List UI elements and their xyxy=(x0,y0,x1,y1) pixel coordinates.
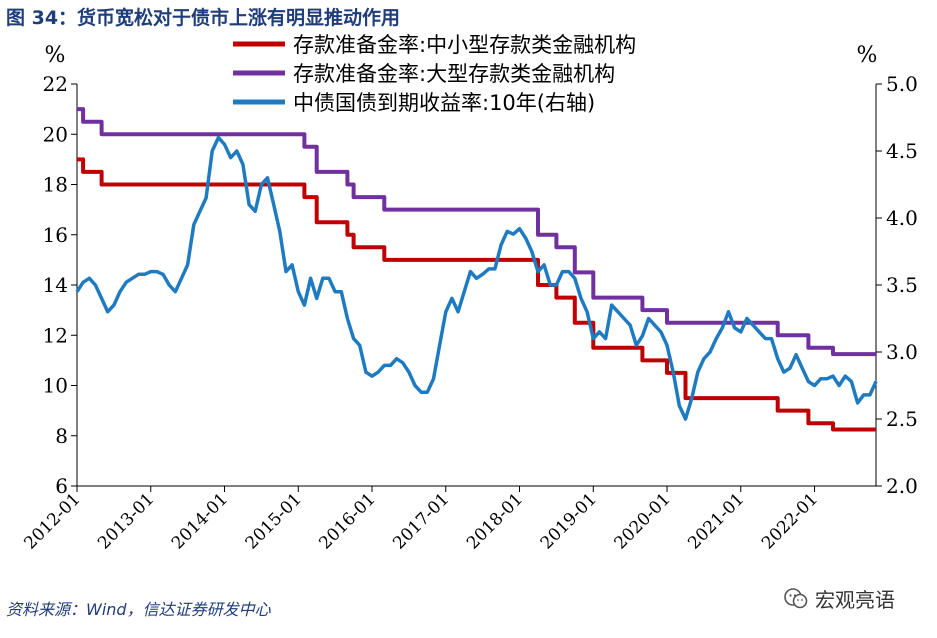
source-note: 资料来源：Wind，信达证券研发中心 xyxy=(6,600,271,619)
y-left-tick-label: 20 xyxy=(43,122,68,146)
legend-label-3: 中债国债到期收益率:10年(右轴) xyxy=(293,91,595,115)
x-tick-label: 2016-01 xyxy=(315,489,379,553)
x-tick-label: 2015-01 xyxy=(242,489,306,553)
x-tick-label: 2012-01 xyxy=(20,489,84,553)
chart-axes: 6 8 10 12 14 16 18 20 22 2.0 2.5 3.0 3.5 4.0 4.5 5.0% % 2… xyxy=(20,43,917,553)
y-right-tick-label: 3.0 xyxy=(886,340,918,364)
y-left-tick-label: 10 xyxy=(43,374,68,398)
x-tick-label: 2013-01 xyxy=(94,489,158,553)
series-layer xyxy=(75,107,878,432)
watermark: 宏观亮语 xyxy=(783,584,895,613)
y-right-tick-label: 4.0 xyxy=(886,206,918,230)
y-left-tick-label: 22 xyxy=(43,72,68,96)
y-left-tick-label: 12 xyxy=(43,323,68,347)
watermark-text: 宏观亮语 xyxy=(815,588,895,612)
y-left-tick-label: 8 xyxy=(55,424,68,448)
x-tick-label: 2020-01 xyxy=(610,489,674,553)
x-tick-label: 2017-01 xyxy=(389,489,453,553)
y-right-unit: % xyxy=(857,43,878,68)
y-left-tick-label: 18 xyxy=(43,173,68,197)
x-tick-label: 2021-01 xyxy=(684,489,748,553)
y-right-tick-label: 4.5 xyxy=(886,139,918,163)
y-right-tick-label: 2.5 xyxy=(886,407,918,431)
y-left-unit: % xyxy=(45,43,66,68)
x-tick-label: 2022-01 xyxy=(758,489,822,553)
y-left-tick-label: 6 xyxy=(55,474,68,498)
y-right-tick-label: 2.0 xyxy=(886,474,918,498)
x-tick-label: 2018-01 xyxy=(463,489,527,553)
x-tick-label: 2014-01 xyxy=(168,489,232,553)
y-left-tick-label: 16 xyxy=(43,223,68,247)
chart-title: 图 34：货币宽松对于债市上涨有明显推动作用 xyxy=(6,7,401,29)
legend-label-1: 存款准备金率:中小型存款类金融机构 xyxy=(293,33,636,57)
chart-legend: 存款准备金率:中小型存款类金融机构存款准备金率:大型存款类金融机构中债国债到期收… xyxy=(233,33,636,115)
y-right-tick-label: 5.0 xyxy=(886,72,918,96)
legend-label-2: 存款准备金率:大型存款类金融机构 xyxy=(293,62,615,86)
wechat-logo-icon xyxy=(784,587,808,608)
series-line-3 xyxy=(75,135,878,421)
y-left-tick-label: 14 xyxy=(43,273,68,297)
y-right-tick-label: 3.5 xyxy=(886,273,918,297)
series-line-2 xyxy=(77,107,876,357)
x-tick-label: 2019-01 xyxy=(537,489,601,553)
series-line-1 xyxy=(77,157,876,432)
